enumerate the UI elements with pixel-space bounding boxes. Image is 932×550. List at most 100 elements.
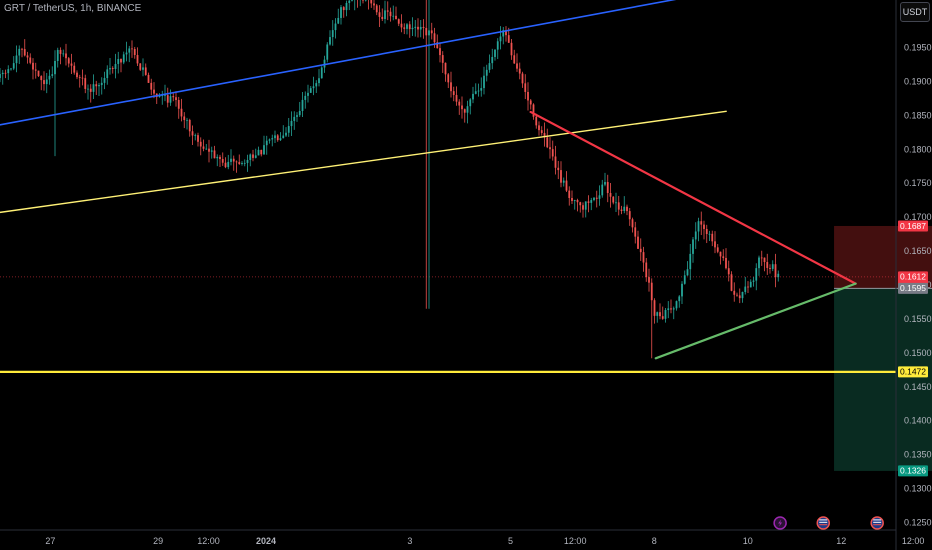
candle-body xyxy=(667,308,670,311)
candle-body xyxy=(760,257,763,259)
candle-body xyxy=(483,75,485,89)
candle-body xyxy=(260,149,263,155)
candle-body xyxy=(571,197,573,201)
candle-body xyxy=(304,95,307,100)
candle-body xyxy=(557,167,560,171)
drawings[interactable] xyxy=(0,0,896,373)
event-icons[interactable] xyxy=(773,516,884,530)
candle-body xyxy=(436,42,439,49)
time-tick-label: 12:00 xyxy=(902,536,925,546)
candle-body xyxy=(428,30,430,36)
lightning-event-icon[interactable] xyxy=(773,516,787,530)
flag-stripe xyxy=(819,519,828,521)
candle-body xyxy=(516,63,518,69)
candle-body xyxy=(609,192,612,197)
candle-body xyxy=(645,262,648,278)
time-tick-label: 2024 xyxy=(256,536,276,546)
candle-body xyxy=(274,135,276,139)
candle-body xyxy=(111,68,114,69)
candle-body xyxy=(763,257,766,263)
candle-body xyxy=(714,241,716,248)
candle-body xyxy=(494,49,496,57)
candle-body xyxy=(263,145,265,155)
candle-body xyxy=(502,30,505,37)
candle-body xyxy=(656,312,659,316)
take-profit-zone xyxy=(834,288,932,471)
candle-body xyxy=(106,69,109,79)
candle-body xyxy=(326,44,329,60)
candle-body xyxy=(89,88,92,92)
candle-body xyxy=(241,163,243,164)
candle-body xyxy=(243,162,246,164)
us-flag-event-icon-2[interactable] xyxy=(870,516,884,530)
candle-body xyxy=(527,91,529,101)
candle-body xyxy=(403,27,406,29)
candle-body xyxy=(725,257,727,269)
candle-body xyxy=(4,72,7,74)
candle-body xyxy=(378,12,381,17)
candle-body xyxy=(329,37,331,45)
symbol-header[interactable]: GRT / TetherUS, 1h, BINANCE xyxy=(4,3,142,14)
price-tick-label: 0.1950 xyxy=(904,43,932,53)
candle-body xyxy=(521,73,524,84)
flag-stripe xyxy=(819,524,828,526)
candle-body xyxy=(67,58,70,64)
candle-body xyxy=(549,147,551,150)
candle-body xyxy=(315,83,318,87)
candles xyxy=(0,0,780,359)
candle-body xyxy=(738,295,741,299)
time-tick-label: 12 xyxy=(836,536,846,546)
price-tick-label: 0.1250 xyxy=(904,518,932,528)
candle-body xyxy=(370,0,373,4)
candle-body xyxy=(208,148,210,152)
candle-body xyxy=(65,53,67,59)
candle-body xyxy=(626,206,628,212)
candle-body xyxy=(381,16,384,19)
candle-body xyxy=(441,55,444,63)
candle-body xyxy=(158,95,161,98)
candle-body xyxy=(164,95,166,96)
candle-body xyxy=(351,0,353,1)
candle-body xyxy=(257,149,260,156)
candle-body xyxy=(389,11,392,17)
currency-button[interactable]: USDT xyxy=(900,2,930,22)
candle-body xyxy=(153,89,155,94)
candle-body xyxy=(345,2,348,11)
candle-body xyxy=(265,140,268,146)
candle-body xyxy=(769,267,771,269)
candle-body xyxy=(186,119,188,121)
candle-body xyxy=(73,65,76,73)
candle-body xyxy=(417,26,419,30)
candle-body xyxy=(683,275,686,284)
candle-body xyxy=(287,126,290,133)
candle-body xyxy=(133,49,136,56)
candle-body xyxy=(43,80,45,85)
candle-body xyxy=(307,92,309,96)
candle-body xyxy=(142,67,144,70)
price-tick-label: 0.1450 xyxy=(904,382,932,392)
candle-body xyxy=(312,86,315,89)
candle-body xyxy=(76,72,78,78)
price-tick-label: 0.1850 xyxy=(904,110,932,120)
candle-body xyxy=(37,70,40,77)
candle-body xyxy=(334,23,337,31)
candle-body xyxy=(480,88,483,91)
candle-body xyxy=(593,197,595,201)
candle-body xyxy=(634,227,637,237)
candle-body xyxy=(26,55,29,58)
candle-body xyxy=(700,221,703,225)
candle-body xyxy=(122,54,125,63)
us-flag-event-icon-1[interactable] xyxy=(816,516,831,530)
candle-body xyxy=(664,310,667,319)
candle-body xyxy=(510,42,513,56)
candle-body xyxy=(34,69,37,71)
candle-body xyxy=(777,273,780,278)
price-tick-label: 0.1700 xyxy=(904,212,932,222)
candle-body xyxy=(488,63,491,70)
candle-body xyxy=(637,236,639,249)
candle-body xyxy=(191,131,194,136)
candle-body xyxy=(249,154,252,161)
candle-body xyxy=(617,202,620,210)
